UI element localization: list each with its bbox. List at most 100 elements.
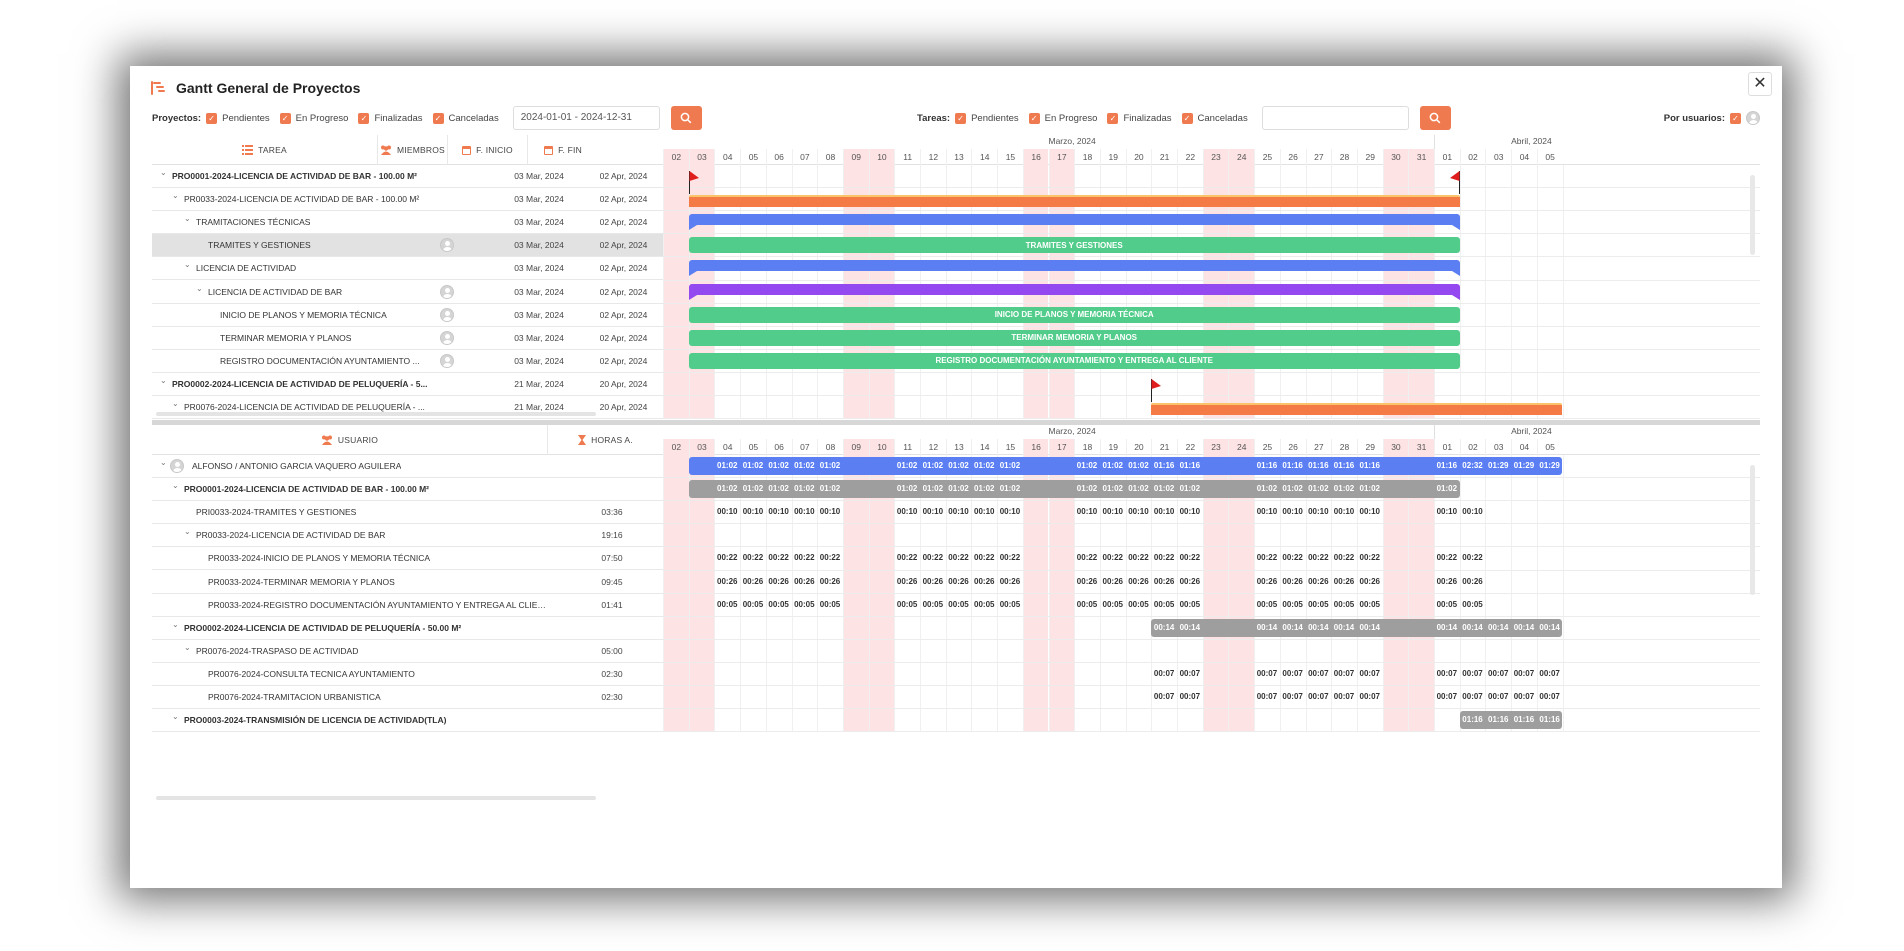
grid-line [945,455,947,733]
task-search-button[interactable] [1419,106,1451,130]
user-row[interactable]: ⌄ ALFONSO / ANTONIO GARCIA VAQUERO AGUILE… [152,455,663,479]
hours-cell: 00:07 [1282,668,1303,678]
task-finished-checkbox[interactable]: ✓ [1107,112,1119,124]
user-row[interactable]: PR0076-2024-TRAMITACION URBANISTICA 02:30 [152,686,663,710]
workload-bar[interactable] [688,480,1460,499]
task-row[interactable]: INICIO DE PLANOS Y MEMORIA TÉCNICA 03 Mar… [152,304,663,327]
task-row[interactable]: REGISTRO DOCUMENTACIÓN AYUNTAMIENTO ... 0… [152,350,663,373]
panel-splitter[interactable] [152,420,1760,425]
user-row[interactable]: PR0033-2024-TERMINAR MEMORIA Y PLANOS 09:… [152,571,663,594]
day-label: 06 [765,149,792,165]
chevron-down-icon[interactable]: ⌄ [160,168,167,177]
user-row[interactable]: PR0033-2024-REGISTRO DOCUMENTACIÓN AYUNT… [152,594,663,617]
hours-cell: 01:29 [1513,461,1535,470]
chevron-down-icon[interactable]: ⌄ [172,481,179,491]
user-row[interactable]: ⌄ PRO0001-2024-LICENCIA DE ACTIVIDAD DE B… [152,478,663,502]
chevron-down-icon[interactable]: ⌄ [172,712,179,722]
user-row[interactable]: PR0076-2024-CONSULTA TECNICA AYUNTAMIENT… [152,663,663,686]
chevron-down-icon[interactable]: ⌄ [184,260,191,270]
timeline-header: Marzo, 2024 Abril, 2024 02 03 04 05 06 07 08 09 10… [663,425,1760,455]
grid-line [1536,165,1538,419]
member-avatar[interactable] [440,330,454,345]
workload-bar[interactable] [1459,711,1563,730]
task-row[interactable]: ⌄ LICENCIA DE ACTIVIDAD DE BAR 03 Mar, 202… [152,281,663,304]
vertical-scrollbar[interactable] [1750,175,1755,255]
hours-cell: 01:02 [794,461,815,470]
grid-line [842,455,844,733]
summary-bar[interactable] [688,214,1460,226]
project-inprogress-checkbox[interactable]: ✓ [279,112,291,124]
task-pending-checkbox[interactable]: ✓ [955,112,967,124]
chevron-down-icon[interactable]: ⌄ [184,642,191,652]
per-user-checkbox[interactable]: ✓ [1730,112,1741,124]
task-inprogress-checkbox[interactable]: ✓ [1028,112,1040,124]
user-row[interactable]: ⌄ PR0076-2024-TRASPASO DE ACTIVIDAD 05:00 [152,640,663,663]
end-date-column-header[interactable]: F. FIN [528,135,598,165]
chevron-down-icon[interactable]: ⌄ [160,458,167,467]
summary-bar[interactable] [688,260,1460,272]
user-row[interactable]: ⌄ PRO0003-2024-TRANSMISIÓN DE LICENCIA DE… [152,709,663,733]
task-column-header[interactable]: TAREA [152,135,378,165]
modal-header: Gantt General de Proyectos [150,74,360,102]
workload-bar[interactable] [1151,618,1563,637]
task-header-label: TAREA [258,145,287,155]
hours-cell: 00:26 [1128,576,1149,586]
summary-bar[interactable] [688,283,1460,295]
hours-cell: 00:05 [1076,599,1098,609]
grid-line [1177,455,1178,733]
task-row[interactable]: ⌄ PRO0001-2024-LICENCIA DE ACTIVIDAD DE B… [152,165,663,189]
project-finished-checkbox[interactable]: ✓ [358,112,370,124]
date-range-input[interactable]: 2024-01-01 - 2024-12-31 [512,106,660,130]
task-row[interactable]: TERMINAR MEMORIA Y PLANOS 03 Mar, 2024 02 … [152,327,663,350]
close-button[interactable]: ✕ [1748,72,1772,96]
user-header-label: USUARIO [337,435,379,445]
task-search-input[interactable] [1261,106,1409,130]
end-date: 02 Apr, 2024 [599,217,648,228]
chevron-down-icon[interactable]: ⌄ [172,399,179,408]
start-date-column-header[interactable]: F. INICIO [448,135,528,165]
task-bar[interactable]: REGISTRO DOCUMENTACIÓN AYUNTAMIENTO Y EN… [688,352,1460,369]
chevron-down-icon[interactable]: ⌄ [160,375,167,385]
members-column-header[interactable]: MIEMBROS [378,135,448,165]
chevron-down-icon[interactable]: ⌄ [196,283,203,293]
chevron-down-icon[interactable]: ⌄ [172,619,179,629]
task-row[interactable]: ⌄ TRAMITACIONES TÉCNICAS 03 Mar, 2024 02 Ap… [152,211,663,235]
task-cancelled-checkbox[interactable]: ✓ [1181,112,1193,124]
user-row[interactable]: ⌄ PRO0002-2024-LICENCIA DE ACTIVIDAD DE P… [152,617,663,640]
project-search-button[interactable] [670,106,702,130]
horizontal-scrollbar[interactable] [156,412,596,416]
project-bar[interactable] [1151,403,1563,415]
project-pending-checkbox[interactable]: ✓ [206,112,218,124]
task-row[interactable]: ⌄ LICENCIA DE ACTIVIDAD 03 Mar, 2024 02 Apr… [152,257,663,281]
chevron-down-icon[interactable]: ⌄ [172,191,179,201]
member-avatar[interactable] [440,307,454,322]
task-row[interactable]: ⌄ PR0033-2024-LICENCIA DE ACTIVIDAD DE BA… [152,188,663,212]
month-divider [1434,425,1435,439]
task-bar[interactable]: TRAMITES Y GESTIONES [688,237,1460,254]
project-cancelled-checkbox[interactable]: ✓ [432,112,444,124]
summary-bar-cap [1451,225,1460,231]
task-bar[interactable]: TERMINAR MEMORIA Y PLANOS [688,329,1460,346]
member-avatar[interactable] [440,284,454,299]
workload-bar[interactable] [688,457,1563,476]
task-row[interactable]: TRAMITES Y GESTIONES 03 Mar, 2024 02 Apr, … [152,234,663,258]
chevron-down-icon[interactable]: ⌄ [184,214,191,224]
user-row[interactable]: PR0033-2024-INICIO DE PLANOS Y MEMORIA T… [152,547,663,571]
task-row[interactable]: ⌄ PRO0002-2024-LICENCIA DE ACTIVIDAD DE P… [152,373,663,396]
horizontal-scrollbar[interactable] [156,796,596,800]
task-bar[interactable]: INICIO DE PLANOS Y MEMORIA TÉCNICA [688,306,1460,323]
grid-line [1459,455,1461,733]
member-avatar[interactable] [440,238,454,253]
user-row[interactable]: ⌄ PR0033-2024-LICENCIA DE ACTIVIDAD DE BA… [152,524,663,548]
task-row[interactable]: ⌄ PR0076-2024-LICENCIA DE ACTIVIDAD DE PE… [152,396,663,419]
member-avatar[interactable] [440,353,454,368]
start-date: 03 Mar, 2024 [514,263,564,274]
vertical-scrollbar[interactable] [1750,465,1755,595]
chevron-down-icon[interactable]: ⌄ [184,527,191,537]
hours-column-header[interactable]: HORAS A. [548,425,663,455]
user-column-header[interactable]: USUARIO [152,425,548,455]
project-bar[interactable] [688,195,1460,208]
start-date: 21 Mar, 2024 [514,378,564,389]
user-row[interactable]: PRI0033-2024-TRAMITES Y GESTIONES 03:36 [152,501,663,525]
timeline-header: Marzo, 2024 Abril, 2024 02 03 04 05 06 07 08 09 10… [663,135,1760,165]
